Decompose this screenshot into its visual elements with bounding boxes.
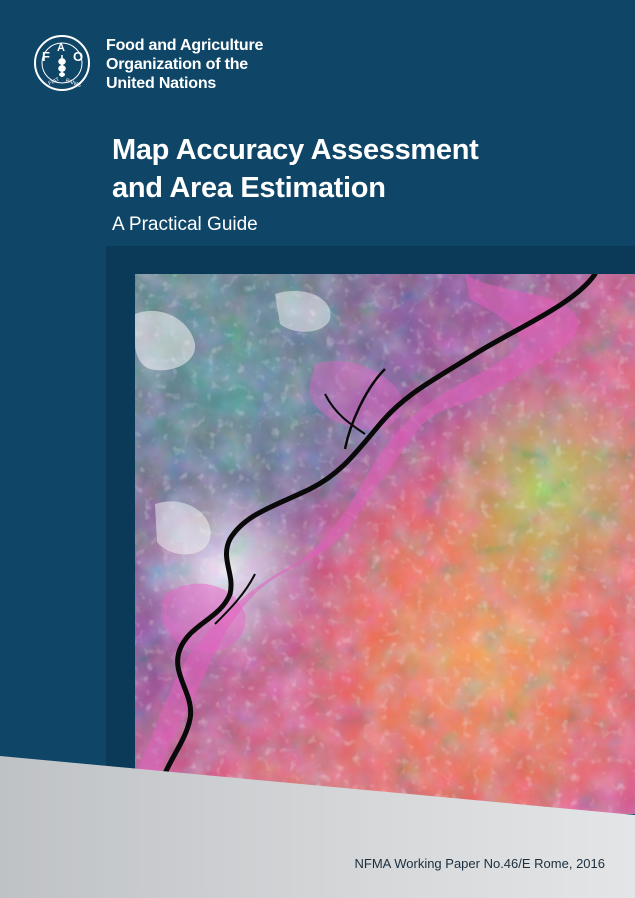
fao-emblem-icon: F A O FIAT PANIS bbox=[34, 35, 90, 91]
logo-motto-left: FIAT bbox=[48, 77, 62, 88]
logo-motto-right: PANIS bbox=[65, 78, 82, 89]
document-title: Map Accuracy Assessment and Area Estimat… bbox=[112, 131, 479, 207]
title-line: Map Accuracy Assessment bbox=[112, 134, 479, 166]
organization-name: Food and Agriculture Organization of the… bbox=[106, 36, 263, 93]
series-info: NFMA Working Paper No.46/E Rome, 2016 bbox=[354, 856, 606, 871]
satellite-image-icon bbox=[135, 274, 635, 814]
fao-logo: F A O FIAT PANIS bbox=[33, 34, 91, 92]
logo-letter-o: O bbox=[73, 49, 83, 64]
organization-name-line: Organization of the bbox=[106, 56, 248, 73]
organization-name-line: Food and Agriculture bbox=[106, 37, 264, 54]
satellite-image bbox=[135, 274, 635, 814]
document-subtitle: A Practical Guide bbox=[112, 214, 258, 235]
title-line: and Area Estimation bbox=[112, 172, 386, 204]
logo-letter-f: F bbox=[42, 49, 50, 64]
organization-name-line: United Nations bbox=[106, 75, 217, 92]
logo-letter-a: A bbox=[57, 42, 65, 54]
